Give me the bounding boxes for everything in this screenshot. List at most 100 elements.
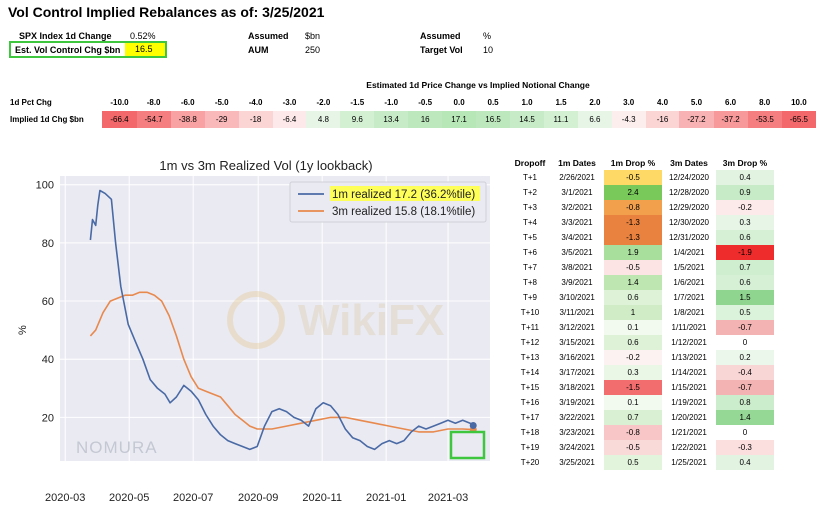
dropoff-cell-v1: -1.3 [604,215,662,230]
report-title: Vol Control Implied Rebalances as of: 3/… [8,4,325,20]
y-tick-label: 20 [42,412,54,424]
implied-change-label: Implied 1d Chg $bn [10,115,84,124]
chart-svg: 1m vs 3m Realized Vol (1y lookback) Wiki… [17,158,490,504]
pct-cell: -0.5 [418,98,433,107]
dropoff-cell-d1: 3/11/2021 [559,308,595,317]
legend-label: 1m realized 17.2 (36.2%tile) [332,189,475,201]
implied-cell: 9.6 [340,111,375,128]
series-last-point [469,422,477,430]
pct-cell: 0.0 [453,98,465,107]
spx-value: 0.52% [130,31,156,41]
dropoff-cell-d1: 3/25/2021 [559,458,595,467]
assumed-unit: $bn [305,31,321,41]
assumed2-unit: % [483,31,492,41]
latest-highlight-box [449,430,486,460]
dropoff-cell-v3: 0 [716,335,774,350]
dropoff-header-cell: 1m Dates [558,158,596,168]
implied-cell: -66.4 [102,111,137,128]
legend-label: 3m realized 15.8 (18.1%tile) [332,206,475,218]
pct-cell: 6.0 [725,98,737,107]
dropoff-cell-d3: 1/25/2021 [671,458,707,467]
pct-cell: 8.0 [759,98,771,107]
pct-cell: -3.0 [282,98,297,107]
dropoff-header-row: Dropoff 1m Dates 1m Drop % 3m Dates 3m Drop … [510,156,774,170]
dropoff-cell-v1: -0.8 [604,200,662,215]
dropoff-cell-v1: 0.3 [604,365,662,380]
est-highlight-box [9,41,167,58]
y-ticks: 20 40 60 80 100 [36,180,54,425]
pct-cell: -2.0 [316,98,331,107]
y-tick-label: 40 [42,354,54,366]
dropoff-cell-v1: 0.5 [604,455,662,470]
implied-change-row: Implied 1d Chg $bn -66.4 -54.7 -38.8 -29 -18… [8,111,816,128]
est-label: Est. Vol Control Chg $bn [15,45,121,55]
implied-cell: 16.5 [476,111,511,128]
dropoff-cell-v3: -0.7 [716,380,774,395]
pct-cell: -4.0 [248,98,263,107]
price-change-header: Estimated 1d Price Change vs Implied Not… [366,80,590,90]
dropoff-cell-t: T+15 [520,383,540,392]
dropoff-cell-v3: 0.6 [716,230,774,245]
plot-area [60,176,490,461]
dropoff-cell-d1: 3/1/2021 [561,188,593,197]
realized-vol-chart: 1m vs 3m Realized Vol (1y lookback) Wiki… [8,150,498,513]
dropoff-header-cell: 3m Drop % [722,158,768,168]
dropoff-cell-t: T+7 [522,263,537,272]
x-tick-label: 2020-05 [109,492,149,504]
dropoff-row: T+14 3/17/2021 0.3 1/14/2021 -0.4 [510,365,774,380]
dropoff-row: T+19 3/24/2021 -0.5 1/22/2021 -0.3 [510,440,774,455]
dropoff-cell-d3: 1/21/2021 [671,428,707,437]
dropoff-cell-d3: 1/15/2021 [671,383,707,392]
dropoff-cell-d3: 1/12/2021 [671,338,707,347]
implied-cell: 17.1 [442,111,477,128]
dropoff-cell-v3: 0 [716,425,774,440]
pct-cell: 3.0 [623,98,635,107]
implied-cell: -29 [204,111,239,128]
dropoff-cell-v1: 0.6 [604,335,662,350]
dropoff-cell-v3: 0.2 [716,350,774,365]
dropoff-cell-d1: 3/18/2021 [559,383,595,392]
dropoff-cell-d1: 3/19/2021 [559,398,595,407]
dropoff-cell-v3: -0.4 [716,365,774,380]
dropoff-cell-v3: 0.8 [716,395,774,410]
dropoff-header-cell: 1m Drop % [610,158,656,168]
pct-cell: 2.0 [589,98,601,107]
dropoff-cell-d1: 3/17/2021 [559,368,595,377]
dropoff-cell-v1: 0.6 [604,290,662,305]
dropoff-row: T+7 3/8/2021 -0.5 1/5/2021 0.7 [510,260,774,275]
legend: 1m realized 17.2 (36.2%tile) 3m realized … [289,181,487,223]
est-value: 16.5 [125,43,165,56]
pct-cell: 10.0 [791,98,807,107]
dropoff-cell-d3: 12/24/2020 [668,173,710,182]
dropoff-row: T+2 3/1/2021 2.4 12/28/2020 0.9 [510,185,774,200]
dropoff-cell-t: T+16 [520,398,540,407]
dropoff-cell-d3: 12/31/2020 [668,233,710,242]
dropoff-cell-d3: 1/11/2021 [671,323,707,332]
dropoff-cell-v1: -0.8 [604,425,662,440]
dropoff-cell-d3: 1/13/2021 [671,353,707,362]
dropoff-cell-d3: 1/14/2021 [671,368,707,377]
watermark-text: WikiFX [298,296,444,345]
nomura-watermark: NOMURA [76,438,158,457]
dropoff-cell-v1: 2.4 [604,185,662,200]
dropoff-cell-t: T+20 [520,458,540,467]
dropoff-cell-d1: 3/24/2021 [559,443,595,452]
assumed-label: Assumed [248,31,289,41]
dropoff-cell-d3: 1/22/2021 [671,443,707,452]
dropoff-cell-d3: 1/7/2021 [673,293,705,302]
dropoff-cell-t: T+14 [520,368,540,377]
dropoff-cell-v3: 0.4 [716,455,774,470]
implied-cell: 4.8 [306,111,341,128]
pct-cell: -1.5 [350,98,365,107]
x-tick-label: 2020-03 [45,492,85,504]
dropoff-cell-t: T+5 [522,233,537,242]
dropoff-cell-d3: 1/19/2021 [671,398,707,407]
dropoff-cell-t: T+2 [522,188,537,197]
dropoff-row: T+13 3/16/2021 -0.2 1/13/2021 0.2 [510,350,774,365]
x-tick-label: 2021-01 [366,492,406,504]
implied-cell: 13.4 [374,111,409,128]
target-vol-value: 10 [483,45,494,55]
dropoff-cell-d3: 1/6/2021 [673,278,705,287]
pct-cell: -6.0 [180,98,195,107]
dropoff-table: Dropoff 1m Dates 1m Drop % 3m Dates 3m Drop … [510,156,774,470]
